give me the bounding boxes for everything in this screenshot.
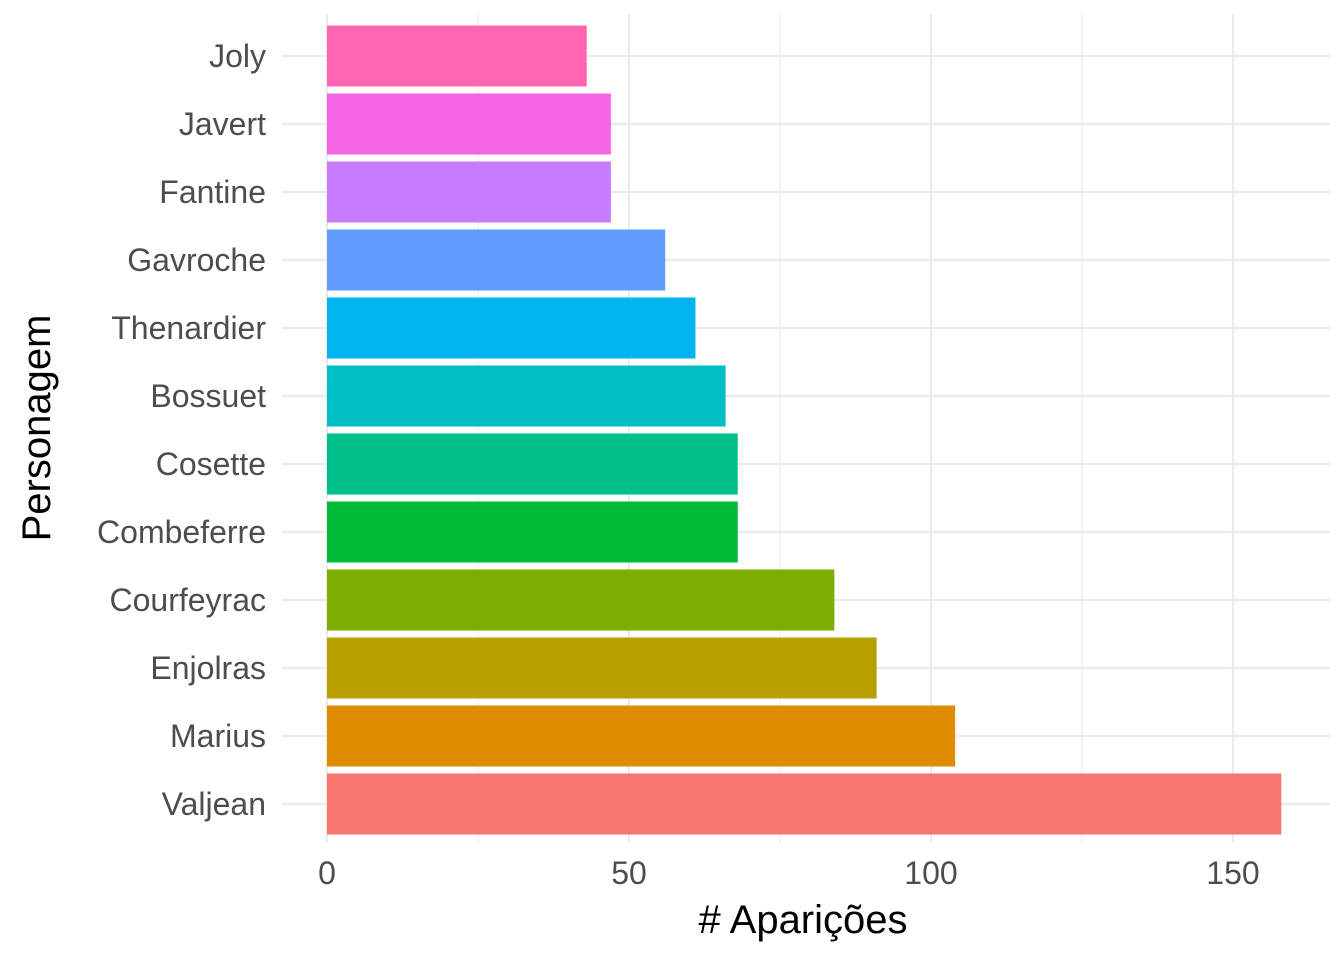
x-tick-label: 150	[1206, 855, 1259, 891]
y-tick-label: Gavroche	[127, 242, 266, 278]
y-tick-label: Marius	[170, 718, 266, 754]
bar-enjolras	[327, 637, 877, 699]
x-tick-label: 100	[904, 855, 957, 891]
y-axis-title: Personagem	[15, 315, 59, 542]
y-tick-label: Bossuet	[150, 378, 266, 414]
bar-cosette	[327, 433, 738, 495]
y-tick-label: Valjean	[162, 786, 266, 822]
x-axis-title: # Aparições	[698, 898, 907, 942]
bars	[327, 25, 1282, 835]
bar-marius	[327, 705, 956, 767]
y-tick-label: Javert	[179, 106, 266, 142]
y-tick-label: Thenardier	[111, 310, 266, 346]
y-tick-label: Enjolras	[150, 650, 266, 686]
x-tick-label: 0	[318, 855, 336, 891]
y-tick-label: Combeferre	[97, 514, 266, 550]
bar-joly	[327, 25, 587, 87]
bar-courfeyrac	[327, 569, 835, 631]
y-tick-label: Courfeyrac	[110, 582, 267, 618]
bar-combeferre	[327, 501, 738, 563]
y-tick-label: Fantine	[159, 174, 266, 210]
bar-bossuet	[327, 365, 726, 427]
bar-fantine	[327, 161, 611, 223]
y-tick-label: Cosette	[156, 446, 266, 482]
y-tick-label: Joly	[209, 38, 266, 74]
y-tick-labels: Valjean Marius Enjolras Courfeyrac Combeferr…	[97, 38, 266, 822]
bar-valjean	[327, 773, 1282, 835]
x-tick-labels: 0 50 100 150	[318, 855, 1260, 891]
bar-javert	[327, 93, 611, 155]
x-tick-label: 50	[611, 855, 647, 891]
bar-gavroche	[327, 229, 666, 291]
bar-thenardier	[327, 297, 696, 359]
